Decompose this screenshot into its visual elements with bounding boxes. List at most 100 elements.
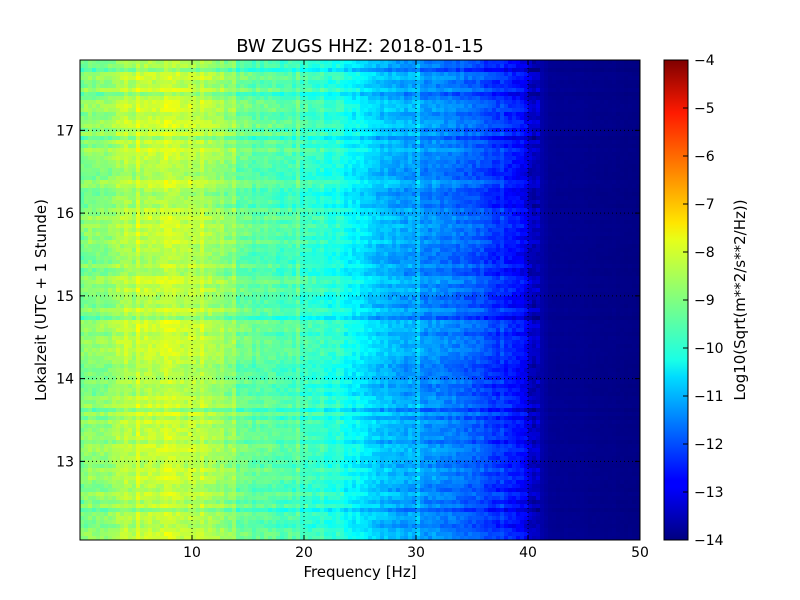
heatmap-cell [580,192,585,197]
heatmap-cell [224,144,229,149]
heatmap-cell [428,88,433,93]
heatmap-cell [500,160,505,165]
heatmap-cell [324,96,329,101]
heatmap-cell [380,124,385,129]
heatmap-cell [480,132,485,137]
heatmap-cell [380,192,385,197]
heatmap-cell [440,108,445,113]
heatmap-cell [468,128,473,133]
heatmap-cell [592,148,597,153]
heatmap-cell [276,176,281,181]
heatmap-cell [536,60,541,65]
heatmap-cell [372,116,377,121]
heatmap-cell [312,144,317,149]
heatmap-cell [192,172,197,177]
heatmap-cell [432,192,437,197]
heatmap-cell [412,200,417,205]
heatmap-cell [80,172,85,177]
heatmap-cell [236,156,241,161]
heatmap-cell [236,60,241,65]
heatmap-cell [516,120,521,125]
heatmap-cell [220,184,225,189]
heatmap-cell [144,192,149,197]
heatmap-cell [440,188,445,193]
heatmap-cell [160,140,165,145]
heatmap-cell [320,124,325,129]
heatmap-cell [224,176,229,181]
heatmap-cell [384,128,389,133]
heatmap-cell [168,128,173,133]
heatmap-cell [248,76,253,81]
heatmap-cell [372,192,377,197]
heatmap-cell [556,92,561,97]
heatmap-cell [256,136,261,141]
heatmap-cell [200,80,205,85]
heatmap-cell [576,156,581,161]
heatmap-cell [456,64,461,69]
heatmap-cell [632,104,637,109]
heatmap-cell [544,192,549,197]
heatmap-cell [612,104,617,109]
heatmap-cell [216,140,221,145]
heatmap-cell [516,84,521,89]
heatmap-cell [636,160,640,165]
heatmap-cell [408,64,413,69]
heatmap-cell [248,136,253,141]
heatmap-cell [548,108,553,113]
heatmap-cell [376,76,381,81]
heatmap-cell [324,100,329,105]
heatmap-cell [624,188,629,193]
heatmap-cell [448,120,453,125]
heatmap-cell [336,184,341,189]
heatmap-cell [224,60,229,65]
heatmap-cell [116,92,121,97]
heatmap-cell [176,148,181,153]
heatmap-cell [564,168,569,173]
heatmap-cell [364,108,369,113]
heatmap-cell [440,172,445,177]
heatmap-cell [504,164,509,169]
heatmap-cell [152,152,157,157]
heatmap-cell [380,80,385,85]
heatmap-cell [532,144,537,149]
heatmap-cell [408,184,413,189]
heatmap-cell [240,180,245,185]
heatmap-cell [472,148,477,153]
heatmap-cell [264,92,269,97]
heatmap-cell [88,188,93,193]
heatmap-cell [384,104,389,109]
heatmap-cell [172,60,177,65]
heatmap-cell [324,60,329,65]
heatmap-cell [120,84,125,89]
heatmap-cell [136,100,141,105]
heatmap-cell [492,96,497,101]
heatmap-cell [176,132,181,137]
heatmap-cell [624,120,629,125]
heatmap-cell [332,152,337,157]
heatmap-cell [620,76,625,81]
heatmap-cell [260,136,265,141]
heatmap-cell [380,104,385,109]
heatmap-cell [376,188,381,193]
heatmap-cell [316,140,321,145]
heatmap-cell [260,124,265,129]
heatmap-cell [608,124,613,129]
heatmap-cell [500,128,505,133]
heatmap-cell [320,168,325,173]
heatmap-cell [504,80,509,85]
heatmap-cell [200,184,205,189]
heatmap-cell [160,96,165,101]
heatmap-cell [356,128,361,133]
heatmap-cell [184,160,189,165]
heatmap-cell [136,176,141,181]
heatmap-cell [368,108,373,113]
heatmap-cell [628,92,633,97]
heatmap-cell [160,116,165,121]
heatmap-cell [112,108,117,113]
heatmap-cell [236,148,241,153]
heatmap-cell [452,92,457,97]
heatmap-cell [308,172,313,177]
heatmap-cell [364,96,369,101]
heatmap-cell [328,80,333,85]
heatmap-cell [280,64,285,69]
